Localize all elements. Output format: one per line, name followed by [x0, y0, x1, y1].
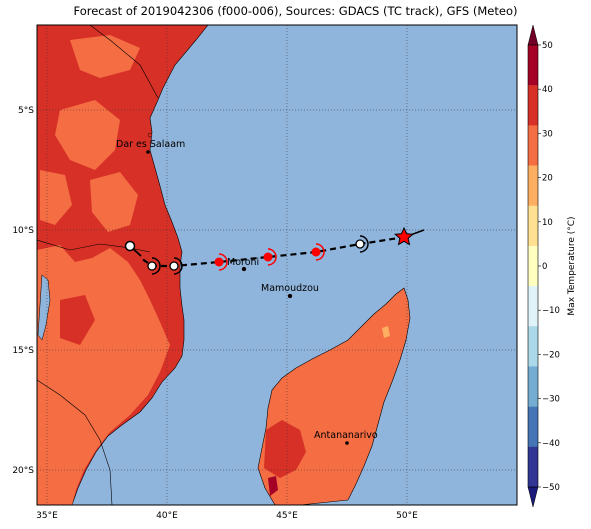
- gridlines: [37, 25, 517, 505]
- cyclone-symbol-red: [214, 253, 228, 271]
- cyclone-symbol-red: [263, 248, 277, 266]
- current-position-star: [393, 226, 415, 246]
- map-title: Forecast of 2019042306 (f000-006), Sourc…: [73, 4, 518, 18]
- colorbar-segments: [527, 24, 539, 508]
- colorbar-band: [528, 245, 538, 287]
- colorbar-band: [528, 286, 538, 327]
- colorbar-tick-label: −50: [542, 483, 560, 493]
- colorbar-band: [528, 406, 538, 448]
- colorbar-band: [528, 85, 538, 126]
- map-frame: [36, 24, 518, 506]
- city-label: Antananarivo: [314, 430, 378, 441]
- colorbar-tick-label: −30: [542, 395, 560, 405]
- cyclone-symbol-black: [147, 257, 161, 275]
- map-area: Dar es Salaam Moroni Mamoudzou Antananar…: [37, 25, 517, 505]
- lat-tick-label: 10°S: [12, 226, 34, 236]
- colorbar-tick-label: −20: [542, 350, 560, 360]
- colorbar-tick-label: 20: [542, 174, 553, 184]
- city-label: Dar es Salaam: [116, 139, 185, 150]
- africa-warm-patch-4: [40, 170, 72, 225]
- madagascar-mild-patch: [382, 326, 390, 338]
- colorbar-extend-min: [527, 486, 539, 508]
- zanzibar-island: [147, 132, 153, 138]
- africa-hot-patch: [60, 295, 95, 345]
- longitude-labels: 35°E 40°E 45°E 50°E: [36, 511, 418, 521]
- colorbar-tick-label: 30: [542, 129, 553, 139]
- lon-tick-label: 45°E: [276, 511, 298, 521]
- cyclone-symbol-black: [169, 257, 183, 275]
- lake-malawi: [37, 274, 51, 341]
- colorbar-band: [528, 125, 538, 166]
- city-marker-mamoudzou: [288, 294, 292, 298]
- colorbar-band: [528, 205, 538, 247]
- colorbar-ticks: 50 40 30 20 10 0 −10 −20 −30 −40 −50: [538, 41, 560, 493]
- city-label: Moroni: [227, 257, 259, 268]
- africa-warm-patch-2: [55, 100, 120, 170]
- lon-tick-label: 40°E: [156, 511, 178, 521]
- colorbar-tick-label: 50: [542, 41, 553, 51]
- madagascar-hot-spot: [268, 476, 278, 496]
- colorbar-band: [528, 165, 538, 207]
- colorbar-tick-label: −40: [542, 439, 560, 449]
- colorbar-extend-max: [527, 24, 539, 46]
- lat-tick-label: 20°S: [12, 466, 34, 476]
- colorbar-band: [528, 446, 538, 488]
- africa-warm-patch-3: [90, 172, 138, 232]
- colorbar-band: [528, 45, 538, 86]
- country-border: [89, 25, 159, 99]
- colorbar-tick-label: 0: [542, 262, 547, 272]
- colorbar: 50 40 30 20 10 0 −10 −20 −30 −40 −50 Max Temperatu…: [527, 24, 577, 508]
- lon-tick-label: 50°E: [396, 511, 418, 521]
- country-border: [37, 239, 151, 253]
- colorbar-band: [528, 326, 538, 367]
- lat-tick-label: 15°S: [12, 346, 34, 356]
- city-marker-moroni: [242, 267, 246, 271]
- colorbar-label: Max Temperature (°C): [567, 216, 577, 315]
- colorbar-tick-label: 10: [542, 218, 553, 228]
- cyclone-symbol-black: [355, 235, 369, 253]
- latitude-labels: 5°S 10°S 15°S 20°S: [12, 106, 34, 476]
- colorbar-band: [528, 366, 538, 407]
- lon-tick-label: 35°E: [36, 511, 58, 521]
- colorbar-tick-label: 40: [542, 85, 553, 95]
- city-marker-antananarivo: [345, 441, 349, 445]
- country-border: [37, 379, 113, 505]
- track-end-point: [124, 240, 136, 252]
- africa-warm-patch-1: [70, 35, 140, 78]
- city-marker-dar-es-salaam: [146, 150, 150, 154]
- cyclone-symbol-red: [311, 243, 325, 261]
- madagascar-hot-area: [264, 420, 306, 478]
- colorbar-tick-label: −10: [542, 306, 560, 316]
- lat-tick-label: 5°S: [18, 106, 34, 116]
- city-label: Mamoudzou: [261, 283, 319, 294]
